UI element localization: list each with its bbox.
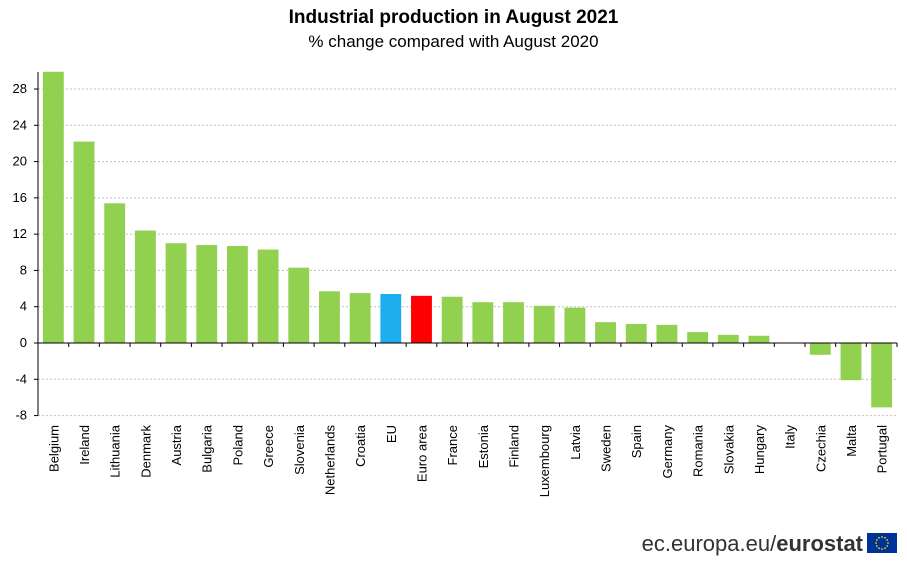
bar-netherlands <box>319 291 340 343</box>
x-category-label: Portugal <box>875 425 890 474</box>
bar-eu <box>380 294 402 343</box>
bar-denmark <box>134 230 156 343</box>
x-category-label: Italy <box>783 425 798 449</box>
x-category-label: France <box>445 425 460 465</box>
y-tick-label: 0 <box>20 335 27 350</box>
chart-subtitle: % change compared with August 2020 <box>308 32 599 51</box>
x-category-label: Luxembourg <box>537 425 552 497</box>
eu-flag-icon <box>867 533 897 553</box>
x-category-labels: Belgium Ireland Lithuania Denmark Austria Bul… <box>46 424 889 497</box>
bar-ireland <box>73 141 95 343</box>
bar-romania <box>687 332 709 343</box>
x-category-label: Belgium <box>46 425 61 472</box>
bar-greece <box>257 249 279 343</box>
bar-finland <box>503 302 524 343</box>
bar-belgium <box>42 71 64 343</box>
x-category-label: Slovenia <box>292 424 307 475</box>
bar-poland <box>226 245 248 343</box>
eurostat-source[interactable]: ec.europa.eu/eurostat <box>641 531 863 556</box>
x-category-label: Hungary <box>752 425 767 475</box>
bar-sweden <box>595 322 616 343</box>
x-category-label: Denmark <box>138 425 153 478</box>
x-category-label: Greece <box>261 425 276 468</box>
x-category-label: Croatia <box>353 424 368 467</box>
x-category-label: Lithuania <box>108 424 123 478</box>
y-tick-label: -8 <box>15 408 27 423</box>
bar-bulgaria <box>196 245 218 343</box>
x-category-label: Estonia <box>476 424 491 468</box>
bar-slovenia <box>288 267 310 343</box>
y-tick-label: -4 <box>15 371 27 386</box>
bar-spain <box>625 323 647 343</box>
y-tick-label: 4 <box>20 299 27 314</box>
x-category-label: EU <box>384 425 399 443</box>
x-category-label: Austria <box>169 424 184 465</box>
bar-chart: -8 -4 0 4 8 12 16 20 24 28 Belgium Ireland Lithuani… <box>13 71 898 497</box>
bar-estonia <box>472 302 494 343</box>
x-category-label: Bulgaria <box>200 424 215 472</box>
bars <box>42 71 893 408</box>
x-category-label: Netherlands <box>322 425 337 496</box>
axes <box>34 72 898 417</box>
bar-luxembourg <box>533 305 555 343</box>
bar-germany <box>656 324 678 343</box>
x-category-label: Poland <box>230 425 245 465</box>
x-category-label: Sweden <box>599 425 614 472</box>
gridlines <box>38 88 897 417</box>
x-category-label: Czechia <box>813 424 828 472</box>
y-tick-label: 12 <box>13 226 27 241</box>
bar-france <box>441 296 463 343</box>
chart-title: Industrial production in August 2021 <box>288 7 619 28</box>
bar-portugal <box>871 343 893 408</box>
y-tick-label: 20 <box>13 154 27 169</box>
bar-czechia <box>809 343 831 355</box>
bar-malta <box>840 343 862 381</box>
bar-euro-area <box>411 295 432 343</box>
bar-latvia <box>564 307 586 343</box>
bar-slovakia <box>717 334 739 343</box>
x-category-label: Malta <box>844 424 859 457</box>
x-category-label: Germany <box>660 425 675 479</box>
y-tick-label: 8 <box>20 262 27 277</box>
x-category-label: Romania <box>691 424 706 477</box>
bar-hungary <box>748 335 770 343</box>
x-category-label: Latvia <box>568 424 583 459</box>
bar-austria <box>165 243 187 343</box>
y-tick-labels: -8 -4 0 4 8 12 16 20 24 28 <box>13 81 27 423</box>
x-category-label: Ireland <box>77 425 92 465</box>
x-category-label: Euro area <box>414 424 429 482</box>
x-category-label: Spain <box>629 425 644 458</box>
x-category-label: Slovakia <box>721 424 736 474</box>
bar-lithuania <box>104 203 126 343</box>
y-tick-label: 24 <box>13 117 27 132</box>
y-tick-label: 16 <box>13 190 27 205</box>
bar-croatia <box>349 293 371 343</box>
y-tick-label: 28 <box>13 81 27 96</box>
x-category-label: Finland <box>507 425 522 468</box>
